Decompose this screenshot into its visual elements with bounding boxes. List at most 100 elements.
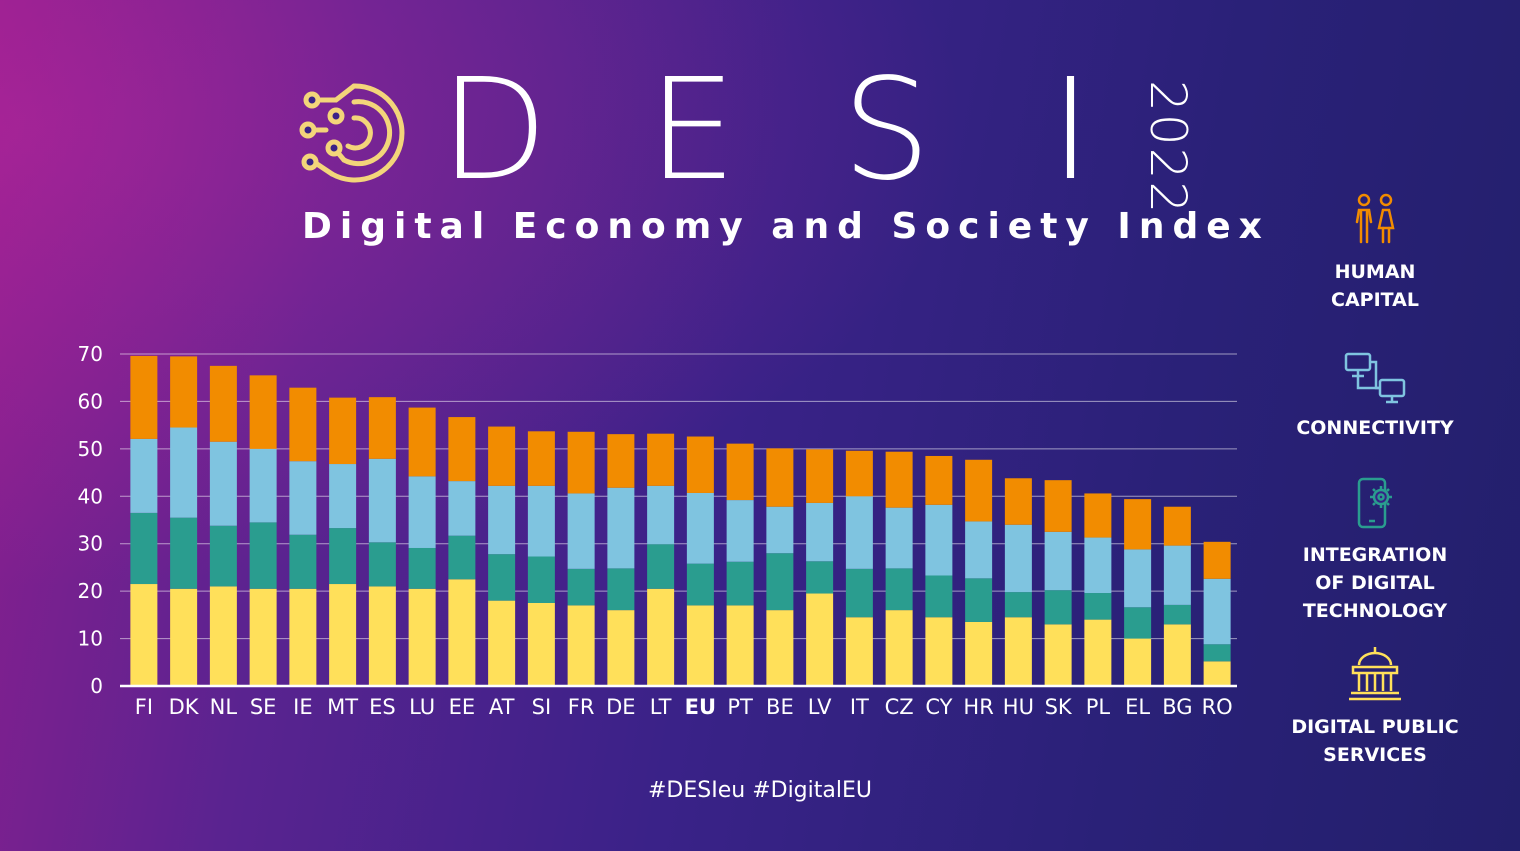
- bar-segment-bg-1: [1163, 604, 1191, 625]
- bar-segment-mt-2: [329, 464, 357, 529]
- bar-segment-at-0: [488, 600, 516, 686]
- x-tick-label: LU: [409, 695, 435, 719]
- bar-segment-pl-3: [1084, 493, 1112, 538]
- x-tick-label: SE: [250, 695, 277, 719]
- bar-segment-fi-0: [130, 584, 158, 686]
- bar-segment-ie-0: [289, 588, 317, 686]
- year-label: 2022: [1139, 80, 1197, 216]
- bar-segment-eu-1: [686, 563, 714, 606]
- bar-segment-fr-1: [567, 568, 595, 606]
- bar-segment-be-1: [766, 553, 794, 611]
- bar-segment-se-1: [249, 522, 277, 589]
- bar-segment-pl-1: [1084, 593, 1112, 620]
- x-tick-label: FR: [568, 695, 595, 719]
- title-letter-e: E: [648, 49, 737, 212]
- x-tick-label: ES: [369, 695, 396, 719]
- bar-segment-dk-0: [170, 588, 198, 686]
- bar-segment-sk-0: [1044, 624, 1072, 686]
- page-subtitle: Digital Economy and Society Index: [302, 206, 1270, 247]
- bar-segment-el-2: [1124, 549, 1152, 608]
- y-tick-label: 60: [78, 389, 103, 413]
- bar-segment-dk-2: [170, 427, 198, 518]
- bar-segment-be-2: [766, 506, 794, 554]
- bar-segment-de-3: [607, 434, 635, 488]
- bar-segment-eu-0: [686, 605, 714, 686]
- bar-segment-sk-2: [1044, 531, 1072, 591]
- bar-segment-pl-2: [1084, 537, 1112, 594]
- bar-segment-ee-3: [448, 417, 476, 482]
- bar-segment-hr-0: [965, 621, 993, 686]
- bar-segment-nl-1: [209, 525, 237, 587]
- bar-segment-se-2: [249, 448, 277, 523]
- bar-segment-lt-3: [647, 433, 675, 486]
- x-tick-label: CZ: [885, 695, 914, 719]
- bar-segment-at-3: [488, 426, 516, 486]
- bar-segment-hu-0: [1004, 617, 1032, 686]
- bar-segment-bg-2: [1163, 545, 1191, 605]
- bar-segment-si-0: [527, 603, 555, 686]
- y-tick-label: 40: [78, 484, 103, 508]
- bar-segment-pt-3: [726, 443, 754, 501]
- bar-segment-ee-2: [448, 481, 476, 536]
- bar-segment-hr-3: [965, 459, 993, 522]
- bar-segment-ro-0: [1203, 661, 1231, 686]
- legend-item-connectivity: CONNECTIVITY: [1280, 350, 1470, 442]
- bar-segment-nl-0: [209, 586, 237, 686]
- bar-segment-hu-1: [1004, 592, 1032, 618]
- x-tick-label: SK: [1045, 695, 1073, 719]
- x-tick-label: EE: [449, 695, 476, 719]
- bar-segment-es-1: [368, 542, 396, 587]
- x-tick-label: DE: [606, 695, 635, 719]
- legend-item-human-capital: HUMAN CAPITAL: [1280, 190, 1470, 314]
- bar-segment-pt-0: [726, 605, 754, 686]
- bar-segment-el-1: [1124, 607, 1152, 639]
- bar-segment-it-3: [845, 450, 873, 497]
- bar-segment-sk-3: [1044, 480, 1072, 532]
- bar-segment-lt-0: [647, 588, 675, 686]
- x-tick-label: AT: [489, 695, 515, 719]
- bar-segment-fr-2: [567, 493, 595, 569]
- bar-segment-hu-3: [1004, 478, 1032, 525]
- bar-segment-el-3: [1124, 499, 1152, 550]
- bar-segment-lu-0: [408, 588, 436, 686]
- bar-segment-ee-1: [448, 535, 476, 580]
- bar-segment-bg-0: [1163, 624, 1191, 686]
- bar-segment-cy-3: [925, 455, 953, 505]
- government-building-icon: [1349, 647, 1401, 701]
- bar-segment-fi-3: [130, 355, 158, 439]
- bar-segment-it-2: [845, 496, 873, 569]
- bar-segment-dk-1: [170, 517, 198, 589]
- legend-label-connectivity: CONNECTIVITY: [1296, 417, 1454, 439]
- bar-segment-pt-2: [726, 500, 754, 562]
- bar-segment-mt-3: [329, 397, 357, 465]
- bar-segment-lv-0: [806, 593, 834, 686]
- bar-segment-lt-2: [647, 485, 675, 545]
- x-tick-label: IE: [293, 695, 312, 719]
- bar-segment-eu-3: [686, 436, 714, 493]
- bar-segment-nl-3: [209, 365, 237, 442]
- bar-segment-cy-2: [925, 504, 953, 576]
- bar-segment-dk-3: [170, 356, 198, 428]
- x-tick-label: CY: [925, 695, 952, 719]
- x-tick-label: EU: [685, 695, 716, 719]
- hashtags: #DESIeu #DigitalEU: [648, 778, 872, 803]
- bar-segment-cz-1: [885, 568, 913, 611]
- bar-segment-cz-3: [885, 451, 913, 508]
- bar-segment-si-1: [527, 556, 555, 603]
- bar-segment-de-2: [607, 487, 635, 569]
- bar-segment-cy-1: [925, 575, 953, 618]
- bar-segment-mt-0: [329, 584, 357, 686]
- legend-item-integration: INTEGRATION OF DIGITAL TECHNOLOGY: [1280, 475, 1470, 625]
- bar-segment-es-3: [368, 397, 396, 459]
- bar-segment-fi-1: [130, 512, 158, 585]
- bar-segment-fr-3: [567, 431, 595, 494]
- bar-segment-se-3: [249, 375, 277, 449]
- x-tick-label: DK: [169, 695, 200, 719]
- bar-segment-eu-2: [686, 492, 714, 564]
- y-tick-label: 50: [78, 437, 103, 461]
- desi-logo-icon: [299, 83, 405, 183]
- bar-segment-be-0: [766, 610, 794, 686]
- bar-segment-at-2: [488, 485, 516, 555]
- bar-segment-ro-2: [1203, 578, 1231, 645]
- legend-label-integration: INTEGRATION OF DIGITAL TECHNOLOGY: [1302, 544, 1448, 622]
